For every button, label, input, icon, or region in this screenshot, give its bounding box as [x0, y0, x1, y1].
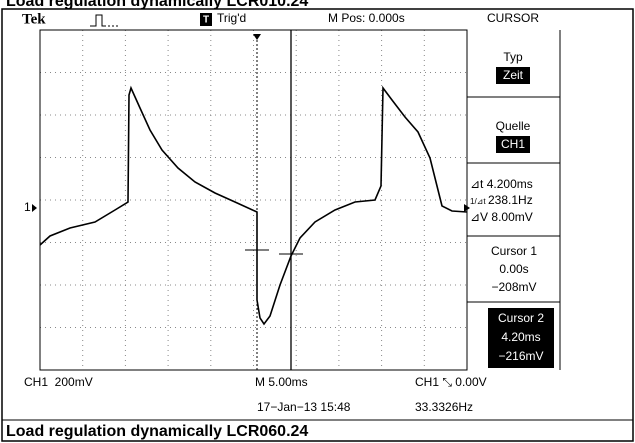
- delta-t: ⊿t 4.200ms: [470, 177, 533, 191]
- cursor-label: Cursor 1: [491, 244, 537, 258]
- frame: [1, 8, 634, 442]
- timebase: M 5.00ms: [255, 375, 308, 389]
- menu-title: CURSOR: [487, 11, 539, 25]
- bottom-caption: Load regulation dynamically LCR060.24: [6, 423, 308, 440]
- menu-label: Typ: [503, 50, 523, 64]
- top-caption: Load regulation dynamically LCR010.24: [6, 0, 308, 10]
- graticule-border: [39, 29, 468, 371]
- cursor-voltage: −216mV: [498, 349, 543, 363]
- trigger-icon: T: [203, 15, 209, 26]
- delta-v: ⊿V 8.00mV: [470, 210, 533, 224]
- channel-arrow: [32, 204, 37, 212]
- frequency: 33.3326Hz: [415, 400, 473, 414]
- trigger-level-arrow: [464, 204, 470, 212]
- menu-value-box: [496, 136, 530, 153]
- trigger-pos-arrow: [253, 34, 261, 40]
- position: M Pos: 0.000s: [328, 11, 405, 25]
- trigger-status: Trig'd: [217, 11, 246, 25]
- inverse-delta-t: 238.1Hz: [488, 193, 533, 207]
- trigger-setting: CH1 ⤡ 0.00V: [415, 375, 487, 389]
- menu-value[interactable]: Zeit: [503, 68, 524, 82]
- cursor-voltage: −208mV: [491, 280, 536, 294]
- brand: Tek: [22, 11, 46, 27]
- menu-value-box: [496, 67, 530, 84]
- cursor-label[interactable]: Cursor 2: [498, 311, 544, 325]
- inverse-symbol: 1/⊿t: [470, 197, 486, 206]
- cursor-time: 0.00s: [499, 262, 528, 276]
- channel-scale: CH1 200mV: [24, 375, 93, 389]
- menu-label: Quelle: [496, 119, 531, 133]
- acq-icon: [90, 14, 118, 27]
- graticule: [40, 30, 467, 370]
- waveform: [39, 85, 468, 326]
- datetime: 17−Jan−13 15:48: [257, 400, 351, 414]
- cursor-time: 4.20ms: [501, 330, 540, 344]
- side-menu: [467, 30, 561, 370]
- channel-marker: 1: [24, 200, 31, 214]
- cursor-2-box: [488, 308, 554, 368]
- menu-value[interactable]: CH1: [501, 137, 525, 151]
- trigger-icon-box: [200, 13, 212, 26]
